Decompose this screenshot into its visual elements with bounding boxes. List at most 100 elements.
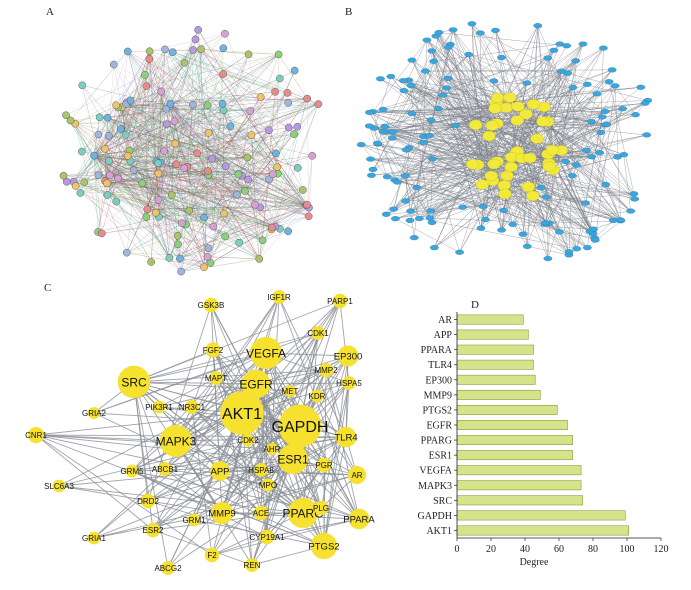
category-label-ep300: EP300 — [425, 375, 452, 386]
network-a-node — [178, 219, 186, 228]
node-label-nr3c1: NR3C1 — [179, 403, 206, 412]
network-b-node — [582, 81, 592, 87]
network-a-node — [247, 131, 256, 139]
network-b-node — [581, 147, 591, 153]
bar-akt1 — [456, 525, 629, 536]
node-igf1r — [272, 290, 286, 304]
bar-esr1 — [456, 450, 573, 461]
network-b-node — [429, 245, 439, 251]
network-a-node — [219, 70, 227, 78]
network-b-node — [590, 237, 600, 243]
node-label-abcb1: ABCB1 — [152, 465, 179, 474]
category-label-app: APP — [434, 330, 453, 341]
network-a-node — [256, 93, 265, 101]
network-a-node — [129, 166, 138, 174]
network-a-node — [271, 88, 279, 96]
node-slc6a3 — [52, 479, 66, 493]
network-b-node — [378, 129, 388, 135]
node-egfr — [241, 369, 271, 399]
network-a-node — [71, 182, 80, 190]
bar-vegfa — [456, 465, 582, 476]
network-a-node — [97, 229, 106, 238]
network-b-node — [601, 181, 611, 188]
network-a-node — [276, 74, 284, 83]
node-gria2 — [88, 407, 100, 419]
network-b-hub-node — [526, 190, 540, 202]
network-a-node — [265, 126, 273, 134]
node-label-kdr: KDR — [309, 392, 326, 401]
network-b-node — [541, 194, 551, 200]
network-b-node — [426, 117, 436, 123]
node-mmp9 — [210, 501, 234, 525]
node-label-cyp19a1: CYP19A1 — [249, 533, 285, 542]
network-a-node — [258, 236, 267, 245]
network-b-node — [406, 208, 415, 214]
network-a-node — [121, 131, 130, 139]
network-a-node — [226, 122, 235, 131]
network-b-node — [367, 172, 376, 178]
panel-b — [340, 8, 665, 283]
node-ppara — [348, 508, 370, 530]
bar-tlr4 — [456, 359, 534, 370]
node-label-ar: AR — [351, 471, 362, 480]
bar-ep300 — [456, 374, 536, 385]
panel-d: D AR APP PPARA TLR4 EP300 MMP9 PTGS2 EGFR PPARG ES… — [395, 292, 687, 588]
bar-pparg — [456, 435, 573, 445]
bar-egfr — [456, 420, 568, 430]
node-label-met: MET — [282, 387, 299, 396]
network-a-node — [103, 113, 112, 122]
node-cnr1 — [27, 426, 45, 444]
network-a-node — [233, 190, 241, 199]
network-b-node — [443, 75, 453, 81]
network-b-node — [581, 200, 591, 206]
node-ahr — [266, 443, 278, 455]
node-label-abcg2: ABCG2 — [154, 564, 182, 573]
network-a-node — [290, 66, 299, 75]
network-b-node — [438, 92, 447, 98]
network-b-hub-node — [475, 179, 489, 190]
network-a-node — [172, 160, 181, 169]
network-a-node — [176, 254, 184, 263]
network-a-node — [185, 206, 194, 215]
network-a-node — [203, 167, 212, 175]
network-a-node — [116, 125, 125, 133]
network-b-node — [497, 227, 506, 233]
network-a-node — [284, 227, 292, 236]
network-a-node — [308, 151, 317, 160]
network-b-node — [549, 47, 559, 53]
network-b-hub-node — [536, 116, 550, 127]
network-a-node — [255, 255, 264, 263]
network-b-node — [543, 55, 552, 61]
category-label-tlr4: TLR4 — [428, 360, 452, 371]
node-kdr — [310, 389, 324, 403]
network-b-node — [618, 106, 628, 112]
network-a-node — [219, 44, 228, 52]
network-a-node — [208, 155, 216, 163]
network-a-node — [141, 71, 149, 79]
network-b-node — [508, 221, 518, 227]
network-a-node — [209, 222, 218, 231]
network-b-node — [636, 84, 646, 90]
network-b-node — [491, 27, 500, 34]
network-b-node — [444, 44, 453, 50]
node-pparg — [287, 497, 319, 529]
network-a-node — [180, 59, 189, 67]
node-vegfa — [249, 336, 283, 370]
network-a-node — [171, 139, 180, 148]
network-a-node — [206, 259, 215, 267]
network-b-node — [434, 29, 444, 36]
network-b-node — [426, 208, 436, 214]
network-b-node — [600, 108, 610, 115]
network-b-node — [429, 58, 438, 64]
network-b-node — [409, 235, 419, 241]
network-b-node — [382, 174, 392, 180]
node-label-app: APP — [210, 466, 229, 477]
network-b-node — [381, 211, 391, 217]
network-a-node — [204, 129, 213, 137]
node-parp1 — [332, 293, 348, 309]
network-b-node — [458, 204, 467, 210]
node-label-ep300: EP300 — [334, 351, 363, 362]
node-mapt — [209, 371, 223, 385]
bar-app — [456, 329, 529, 340]
network-a-node — [284, 98, 292, 107]
